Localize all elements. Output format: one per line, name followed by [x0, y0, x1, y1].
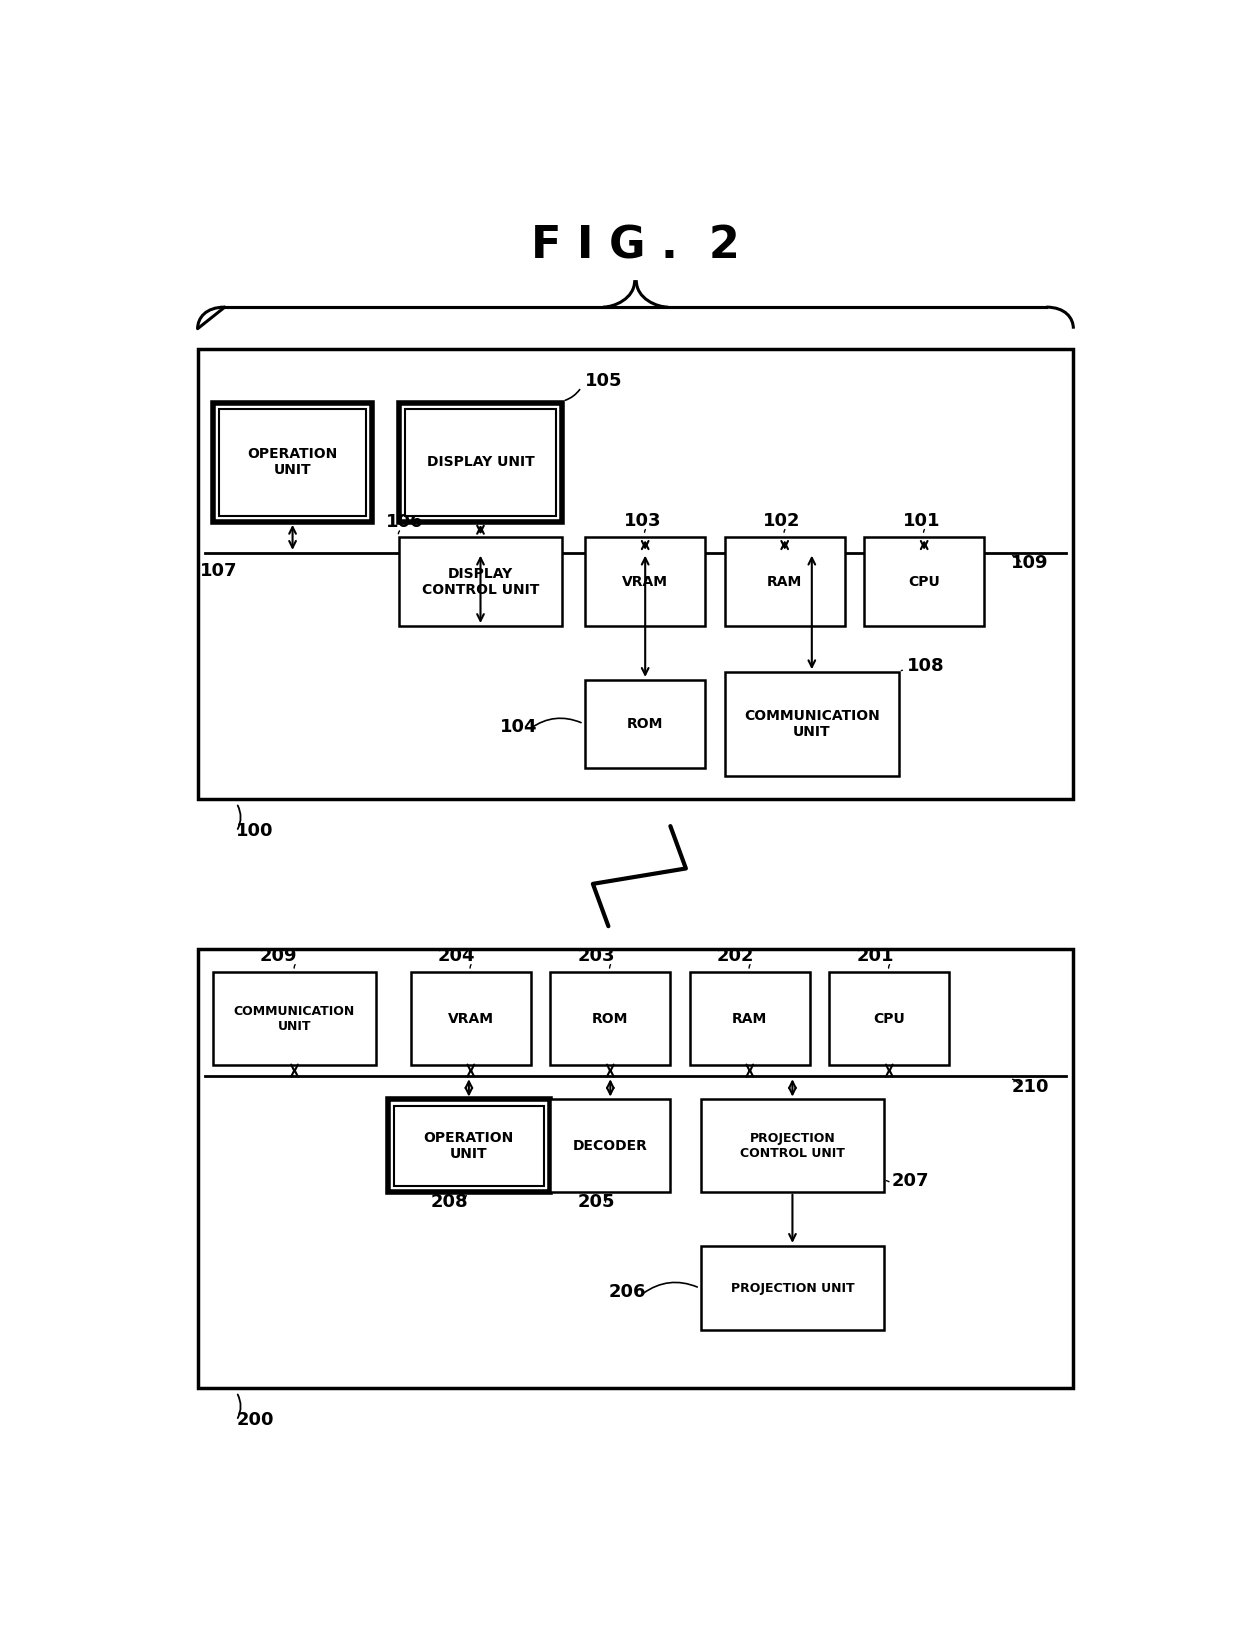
Text: CPU: CPU — [873, 1012, 905, 1026]
Bar — [689, 973, 810, 1065]
Text: 108: 108 — [906, 656, 945, 674]
Bar — [702, 1246, 883, 1331]
Bar — [197, 950, 1074, 1388]
Bar — [219, 409, 366, 516]
Text: OPERATION
UNIT: OPERATION UNIT — [248, 448, 337, 477]
Text: 208: 208 — [430, 1194, 467, 1212]
Bar — [213, 973, 376, 1065]
Bar — [394, 1106, 544, 1186]
Text: 105: 105 — [585, 371, 622, 389]
Text: VRAM: VRAM — [622, 575, 668, 588]
Text: OPERATION
UNIT: OPERATION UNIT — [424, 1131, 515, 1161]
Text: ROM: ROM — [593, 1012, 629, 1026]
Text: COMMUNICATION
UNIT: COMMUNICATION UNIT — [744, 709, 879, 740]
Bar — [213, 402, 372, 521]
Text: DECODER: DECODER — [573, 1139, 647, 1153]
Text: 204: 204 — [438, 946, 475, 964]
Text: 206: 206 — [609, 1284, 646, 1302]
Bar — [399, 402, 562, 521]
Text: 210: 210 — [1012, 1078, 1049, 1096]
Bar — [585, 538, 706, 626]
Text: VRAM: VRAM — [448, 1012, 494, 1026]
Text: 205: 205 — [578, 1194, 615, 1212]
Text: 207: 207 — [892, 1173, 929, 1191]
Bar — [399, 538, 562, 626]
Bar — [724, 673, 899, 775]
Text: CPU: CPU — [909, 575, 940, 588]
Bar — [724, 538, 844, 626]
Bar — [197, 349, 1074, 800]
Text: 107: 107 — [200, 562, 237, 580]
Bar — [585, 679, 706, 769]
Text: 104: 104 — [500, 718, 537, 736]
Text: ROM: ROM — [627, 717, 663, 731]
Text: PROJECTION UNIT: PROJECTION UNIT — [730, 1282, 854, 1295]
Text: COMMUNICATION
UNIT: COMMUNICATION UNIT — [234, 1005, 355, 1033]
Text: F I G .  2: F I G . 2 — [531, 225, 740, 267]
Text: 100: 100 — [237, 823, 274, 841]
Text: PROJECTION
CONTROL UNIT: PROJECTION CONTROL UNIT — [740, 1132, 844, 1160]
Bar — [405, 409, 556, 516]
Text: 102: 102 — [764, 512, 801, 529]
Text: 203: 203 — [578, 946, 615, 964]
Text: RAM: RAM — [768, 575, 802, 588]
Text: DISPLAY
CONTROL UNIT: DISPLAY CONTROL UNIT — [422, 567, 539, 596]
Text: 209: 209 — [259, 946, 298, 964]
Text: 106: 106 — [386, 513, 423, 531]
Bar — [702, 1100, 883, 1192]
Bar — [830, 973, 950, 1065]
Text: 202: 202 — [717, 946, 754, 964]
Bar — [410, 973, 531, 1065]
Bar — [387, 1100, 551, 1192]
Bar — [864, 538, 985, 626]
Text: 201: 201 — [857, 946, 894, 964]
Text: 103: 103 — [624, 512, 661, 529]
Text: DISPLAY UNIT: DISPLAY UNIT — [427, 454, 534, 469]
Text: 109: 109 — [1012, 554, 1049, 572]
Text: 101: 101 — [903, 512, 940, 529]
Text: 200: 200 — [237, 1411, 274, 1429]
Bar — [551, 973, 671, 1065]
Bar — [551, 1100, 671, 1192]
Text: RAM: RAM — [732, 1012, 768, 1026]
